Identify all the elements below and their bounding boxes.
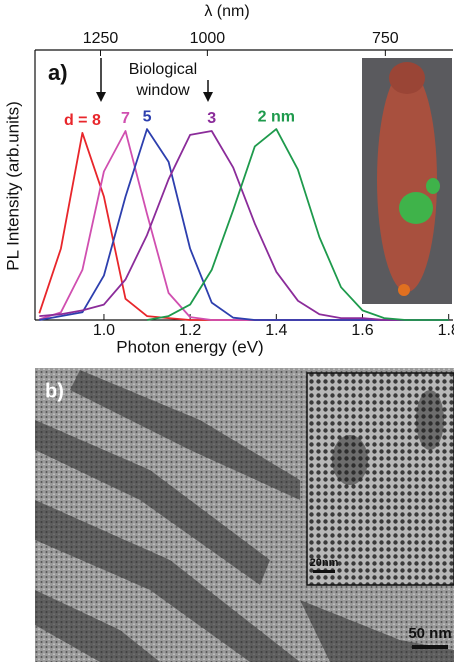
x-tick-label: 1.8 — [438, 322, 454, 339]
annotation: window — [135, 82, 190, 99]
scale-label: 50 nm — [408, 625, 451, 642]
x-tick-label: 1.0 — [93, 322, 115, 339]
legend-label: 2 nm — [258, 108, 295, 125]
legend-label: 3 — [207, 110, 216, 127]
series-line — [146, 128, 449, 321]
panel-label: b) — [45, 380, 64, 402]
scale-label: 20nm — [310, 557, 339, 569]
series-line — [39, 130, 449, 321]
legend-label: 7 — [121, 110, 130, 127]
micrograph — [35, 368, 454, 662]
annotation: Biological — [129, 61, 197, 78]
legend-label: d = 8 — [64, 112, 101, 129]
mouse-photo — [362, 58, 452, 304]
x-tick-label: 1.4 — [265, 322, 287, 339]
arrow — [96, 58, 213, 102]
x-axis-label: Photon energy (eV) — [116, 337, 263, 356]
x2-tick-label: 750 — [372, 30, 399, 47]
x2-tick-label: 1250 — [83, 30, 119, 47]
x-tick-label: 1.2 — [179, 322, 201, 339]
y-axis-label: PL Intensity (arb.units) — [3, 101, 22, 270]
panel-label: a) — [48, 60, 68, 85]
legend-label: 5 — [143, 108, 152, 125]
x-tick-label: 1.6 — [351, 322, 373, 339]
x2-axis-label: λ (nm) — [204, 3, 249, 20]
x2-tick-label: 1000 — [190, 30, 226, 47]
